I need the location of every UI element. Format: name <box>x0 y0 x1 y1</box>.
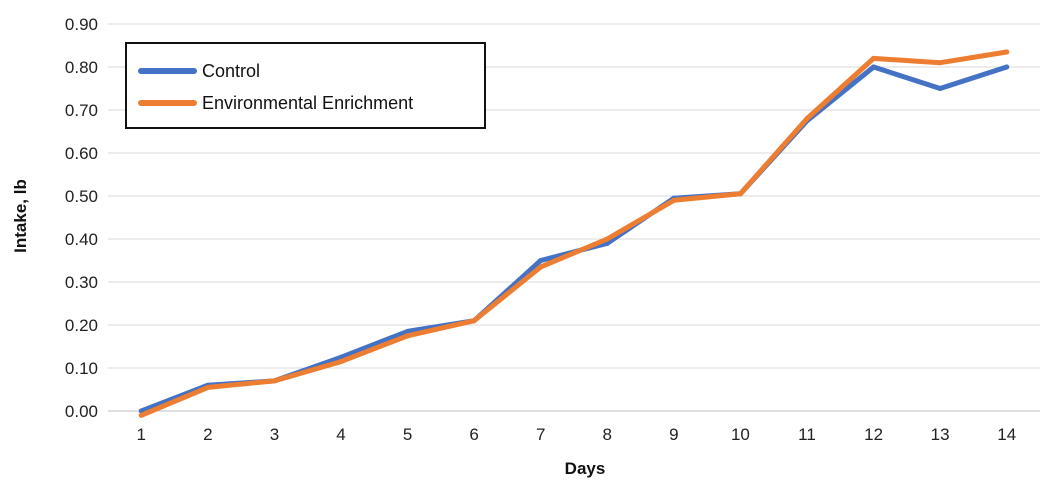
y-tick-label: 0.20 <box>65 316 98 335</box>
data-point-environmental-enrichment <box>271 378 277 384</box>
x-tick-label: 10 <box>731 425 750 444</box>
legend-box <box>125 42 486 129</box>
data-point-control <box>405 328 411 334</box>
data-point-environmental-enrichment <box>471 318 477 324</box>
y-tick-label: 0.30 <box>65 273 98 292</box>
y-tick-label: 0.40 <box>65 230 98 249</box>
y-tick-label: 0.60 <box>65 144 98 163</box>
y-tick-label: 0.90 <box>65 15 98 34</box>
data-point-environmental-enrichment <box>804 116 810 122</box>
y-tick-label: 0.00 <box>65 402 98 421</box>
x-tick-label: 3 <box>270 425 279 444</box>
legend-label-environmental-enrichment: Environmental Enrichment <box>202 93 413 113</box>
series-line-environmental-enrichment <box>138 49 1010 418</box>
data-point-control <box>538 258 544 263</box>
x-tick-label: 14 <box>997 425 1016 444</box>
y-tick-label: 0.10 <box>65 359 98 378</box>
data-point-environmental-enrichment <box>737 191 743 197</box>
x-tick-label: 8 <box>603 425 612 444</box>
data-point-environmental-enrichment <box>138 412 144 418</box>
legend: Control Environmental Enrichment <box>125 42 486 129</box>
y-tick-label: 0.70 <box>65 101 98 120</box>
x-tick-label: 7 <box>536 425 545 444</box>
x-tick-label: 4 <box>336 425 345 444</box>
x-tick-label: 6 <box>469 425 478 444</box>
x-axis-ticks: 1 2 3 4 5 6 7 8 9 10 11 12 13 14 <box>137 425 1017 444</box>
series-lines <box>138 49 1010 418</box>
y-axis-ticks: 0.00 0.10 0.20 0.30 0.40 0.50 0.60 0.70 0.80 0.90 <box>65 15 98 421</box>
data-point-environmental-enrichment <box>405 333 411 339</box>
y-tick-label: 0.50 <box>65 187 98 206</box>
data-point-control <box>937 86 943 91</box>
x-tick-label: 2 <box>203 425 212 444</box>
x-tick-label: 9 <box>669 425 678 444</box>
data-point-environmental-enrichment <box>871 55 877 61</box>
y-axis-title: Intake, lb <box>11 179 30 253</box>
data-point-environmental-enrichment <box>937 60 943 66</box>
x-tick-label: 13 <box>931 425 950 444</box>
data-point-environmental-enrichment <box>671 197 677 203</box>
data-point-control <box>1004 64 1010 70</box>
data-point-environmental-enrichment <box>338 359 344 365</box>
x-axis-title: Days <box>565 459 606 478</box>
x-tick-label: 11 <box>798 425 816 444</box>
data-point-environmental-enrichment <box>1004 49 1010 55</box>
data-point-control <box>871 64 877 70</box>
x-tick-label: 5 <box>403 425 412 444</box>
data-point-environmental-enrichment <box>538 264 544 270</box>
y-tick-label: 0.80 <box>65 58 98 77</box>
x-tick-label: 12 <box>864 425 883 444</box>
legend-label-control: Control <box>202 61 260 81</box>
data-point-environmental-enrichment <box>604 236 610 242</box>
data-point-environmental-enrichment <box>205 384 211 390</box>
x-tick-label: 1 <box>137 425 146 444</box>
